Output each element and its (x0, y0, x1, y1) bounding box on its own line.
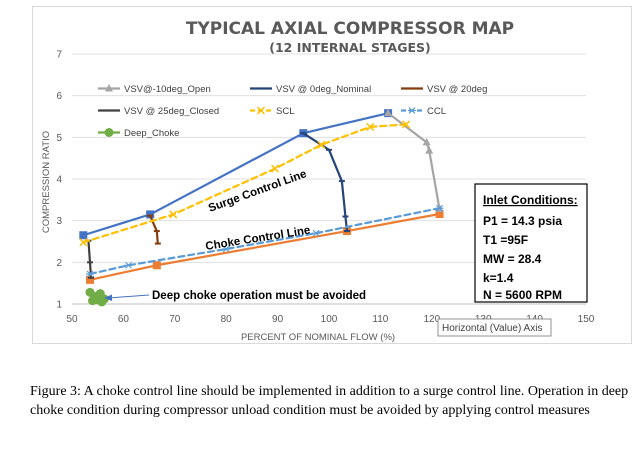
x-marker-stroke (317, 140, 326, 149)
x-tick-label: 120 (423, 314, 440, 325)
series-5-line (88, 207, 441, 276)
deep-choke-arrowhead (104, 294, 112, 301)
legend-item-5: CCL (401, 106, 446, 117)
deep-choke-note: Deep choke operation must be avoided (152, 290, 366, 302)
circle-marker (104, 128, 114, 137)
legend-item-2: VSV @ 20deg (401, 84, 487, 95)
y-tick-label: 3 (56, 216, 62, 227)
series-5 (85, 204, 444, 278)
circle-marker (97, 297, 107, 307)
legend-item-3: VSV @ 25deg_Closed (98, 106, 219, 117)
triangle-marker (425, 146, 434, 154)
legend-label: Deep_Choke (124, 128, 179, 139)
x-axis-label: PERCENT OF NOMINAL FLOW (%) (241, 332, 395, 343)
triangle-marker (422, 137, 431, 146)
figure-caption: Figure 3: A choke control line should be… (30, 384, 629, 418)
inlet-line-p1: P1 = 14.3 psia (483, 214, 562, 228)
x-tick-label: 90 (272, 314, 284, 325)
asterisk-marker-stroke (408, 107, 416, 114)
legend-item-1: VSV @ 0deg_Nominal (250, 84, 371, 95)
y-tick-label: 2 (56, 258, 62, 269)
x-tick-label: 150 (578, 314, 595, 325)
asterisk-marker-stroke (312, 229, 320, 237)
y-tick-label: 5 (56, 133, 62, 144)
y-tick-label: 6 (56, 91, 62, 102)
legend-label: CCL (427, 106, 446, 117)
x-tick-label: 100 (321, 314, 338, 325)
x-marker-stroke (270, 164, 280, 173)
asterisk-marker-stroke (125, 261, 132, 269)
legend-label: VSV@-10deg_Open (124, 84, 211, 95)
y-tick-label: 7 (56, 50, 62, 61)
chart-subtitle: (12 INTERNAL STAGES) (269, 40, 430, 55)
asterisk-marker-stroke (86, 270, 94, 278)
inlet-line-t1: T1 =95F (483, 233, 528, 247)
x-marker-stroke (366, 122, 375, 131)
x-tick-label: 110 (372, 314, 388, 325)
inlet-line-mw: MW = 28.4 (483, 252, 542, 266)
series-4 (79, 120, 411, 247)
axis-tooltip: Horizontal (Value) Axis (437, 318, 552, 337)
series-4-line (82, 123, 408, 244)
x-marker-stroke (169, 210, 178, 219)
triangle-marker (105, 84, 113, 92)
x-tick-label: 50 (66, 314, 78, 325)
legend-label: VSV @ 0deg_Nominal (276, 84, 371, 95)
series-6 (85, 287, 109, 307)
y-tick-label: 4 (56, 175, 62, 186)
envelope-series-0-line (82, 112, 390, 237)
deep-choke-arrow (107, 294, 150, 299)
inlet-line-n: N = 5600 RPM (483, 288, 562, 302)
x-marker-stroke (402, 120, 411, 129)
series-layer (79, 108, 444, 307)
inlet-conditions-box: Inlet Conditions: P1 = 14.3 psia T1 =95F… (474, 183, 588, 303)
square-marker (85, 275, 94, 284)
inlet-line-k: k=1.4 (483, 271, 514, 285)
series-0 (384, 108, 444, 212)
chart-title: TYPICAL AXIAL COMPRESSOR MAP (186, 19, 514, 39)
square-marker (79, 231, 88, 240)
choke-control-line-label: Choke Control Line (205, 225, 312, 253)
series-0-line (387, 112, 441, 211)
x-tick-label: 60 (118, 314, 130, 325)
x-tick-label: 80 (221, 314, 233, 325)
axis-tooltip-text: Horizontal (Value) Axis (442, 323, 542, 334)
legend-label: SCL (276, 106, 294, 117)
asterisk-marker-stroke (436, 204, 443, 212)
x-marker-stroke (256, 106, 266, 115)
legend-label: VSV @ 20deg (427, 84, 487, 95)
y-tick-label: 1 (56, 300, 62, 311)
legend: VSV@-10deg_Open VSV @ 0deg_Nominal VSV @ 2… (98, 84, 487, 139)
asterisk-marker-stroke (222, 245, 230, 253)
square-marker (152, 261, 161, 270)
x-marker-stroke (79, 238, 88, 247)
compressor-map-chart: 12345675060708090100110120130140150 VSV@… (41, 19, 595, 343)
legend-item-4: SCL (250, 106, 294, 117)
square-marker (435, 210, 444, 218)
series-3 (85, 239, 95, 279)
envelope-series-1-line (88, 212, 441, 281)
y-axis-label: COMPRESSION RATIO (41, 131, 52, 233)
legend-item-6: Deep_Choke (98, 128, 179, 139)
triangle-marker (384, 108, 393, 117)
legend-label: VSV @ 25deg_Closed (124, 106, 219, 117)
square-marker (146, 210, 155, 219)
x-tick-label: 70 (169, 314, 181, 325)
circle-marker (88, 296, 98, 306)
inlet-conditions-title: Inlet Conditions: (483, 193, 578, 207)
legend-item-0: VSV@-10deg_Open (98, 84, 211, 95)
